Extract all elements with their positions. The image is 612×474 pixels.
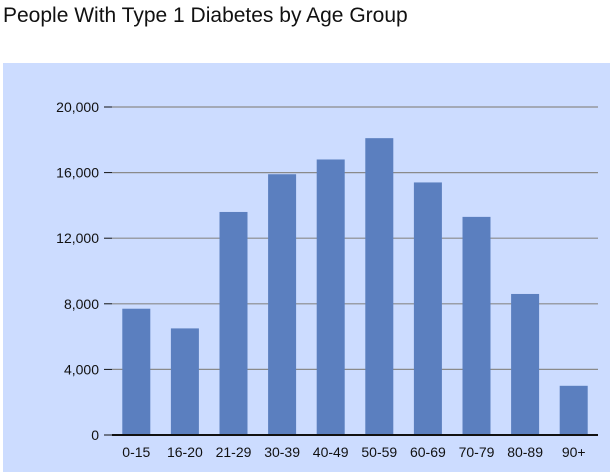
- y-tick-label: 16,000: [56, 165, 99, 181]
- x-tick-label: 80-89: [507, 444, 543, 460]
- x-tick-label: 60-69: [410, 444, 446, 460]
- bar: [559, 385, 588, 435]
- y-tick-label: 12,000: [56, 230, 99, 246]
- bar: [219, 211, 248, 435]
- bar: [413, 182, 442, 435]
- y-tick-label: 8,000: [64, 296, 99, 312]
- x-tick-label: 16-20: [167, 444, 203, 460]
- x-tick-label: 90+: [562, 444, 586, 460]
- x-tick-label: 0-15: [122, 444, 150, 460]
- bar: [511, 293, 540, 435]
- y-tick-label: 20,000: [56, 99, 99, 115]
- x-tick-label: 40-49: [313, 444, 349, 460]
- bar: [268, 174, 297, 436]
- chart-title: People With Type 1 Diabetes by Age Group: [3, 4, 408, 27]
- bar: [462, 216, 491, 435]
- bar: [170, 328, 199, 435]
- bar: [316, 159, 345, 436]
- y-tick-label: 4,000: [64, 361, 99, 377]
- x-tick-label: 21-29: [216, 444, 252, 460]
- x-tick-label: 50-59: [361, 444, 397, 460]
- bar: [365, 138, 394, 435]
- x-tick-label: 30-39: [264, 444, 300, 460]
- y-tick-label: 0: [91, 427, 99, 443]
- bar: [122, 308, 151, 435]
- x-tick-label: 70-79: [459, 444, 495, 460]
- plot-area: [3, 63, 610, 472]
